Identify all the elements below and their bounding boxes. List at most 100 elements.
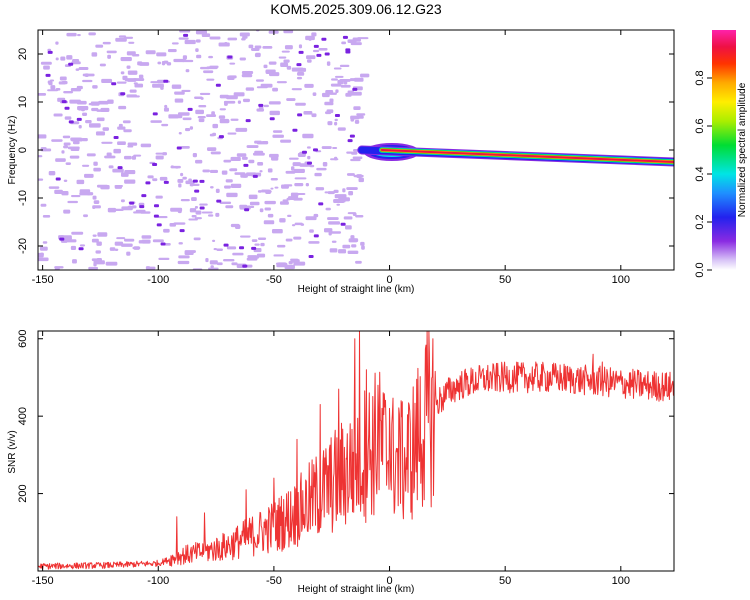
noise-speck: [285, 238, 293, 242]
noise-speck: [141, 235, 152, 239]
noise-speck: [61, 150, 65, 154]
noise-speck: [289, 157, 299, 160]
noise-speck: [51, 139, 63, 142]
noise-speck: [242, 175, 248, 178]
noise-speck: [346, 187, 358, 190]
noise-speck: [351, 244, 357, 248]
noise-speck: [120, 199, 125, 203]
noise-speck: [206, 78, 215, 81]
noise-speck-strong: [244, 208, 250, 212]
noise-speck-strong: [345, 50, 351, 54]
noise-speck: [82, 73, 95, 77]
noise-speck: [197, 116, 206, 119]
noise-speck: [239, 235, 251, 238]
noise-speck: [224, 185, 231, 189]
noise-speck: [55, 87, 61, 91]
noise-speck: [208, 55, 214, 59]
colorbar: 0.0 0.2 0.4 0.6 0.8 Normalized spectral ampl…: [694, 30, 748, 278]
noise-speck: [239, 32, 250, 37]
noise-speck: [170, 165, 174, 169]
spectrogram-xtick-label: -150: [32, 274, 54, 286]
noise-speck: [38, 257, 49, 262]
noise-speck: [72, 141, 80, 145]
noise-speck: [199, 92, 211, 95]
noise-speck: [67, 200, 78, 204]
noise-speck: [241, 74, 253, 78]
noise-speck-strong: [183, 33, 189, 37]
noise-speck: [361, 245, 365, 250]
noise-speck: [92, 234, 97, 237]
noise-speck: [255, 52, 261, 57]
noise-speck: [92, 85, 98, 89]
noise-speck: [352, 156, 363, 160]
noise-speck: [101, 141, 113, 144]
noise-speck: [123, 36, 134, 39]
noise-speck: [141, 239, 151, 244]
noise-speck: [102, 127, 109, 131]
noise-speck: [47, 89, 59, 92]
noise-speck: [323, 228, 333, 233]
noise-speck: [175, 166, 179, 169]
noise-speck: [309, 229, 314, 233]
noise-speck: [60, 56, 66, 61]
noise-speck: [227, 75, 235, 81]
noise-speck-strong: [216, 199, 222, 203]
noise-speck: [196, 54, 202, 59]
noise-speck: [349, 78, 357, 82]
noise-speck: [308, 38, 312, 41]
noise-speck: [138, 74, 144, 79]
noise-speck: [342, 188, 346, 193]
noise-speck: [212, 239, 216, 242]
noise-speck: [311, 113, 317, 118]
noise-speck: [332, 147, 338, 150]
noise-speck: [248, 44, 254, 49]
noise-speck: [38, 252, 44, 258]
noise-speck: [69, 155, 80, 159]
noise-speck: [343, 216, 353, 220]
noise-speck: [338, 197, 350, 202]
noise-speck: [86, 153, 96, 157]
noise-speck: [242, 35, 248, 39]
noise-speck: [93, 161, 98, 166]
noise-speck: [264, 200, 276, 205]
noise-speck: [210, 265, 214, 269]
noise-speck-strong: [139, 205, 145, 209]
noise-speck: [350, 158, 361, 162]
noise-speck: [303, 110, 313, 115]
spectrogram-ytick-label: 0: [17, 147, 29, 153]
noise-speck: [54, 266, 64, 269]
noise-speck: [259, 208, 264, 213]
noise-speck: [329, 231, 342, 234]
noise-speck: [296, 193, 306, 196]
noise-speck: [95, 250, 101, 254]
noise-speck: [66, 239, 77, 243]
noise-speck: [126, 94, 138, 98]
noise-speck: [241, 38, 246, 41]
noise-speck: [120, 172, 129, 177]
noise-speck: [43, 65, 50, 70]
noise-speck: [267, 213, 274, 218]
noise-speck: [140, 143, 152, 148]
noise-speck: [105, 261, 118, 266]
noise-speck: [330, 83, 342, 87]
noise-speck: [281, 50, 290, 53]
noise-speck: [93, 167, 101, 172]
noise-speck: [107, 99, 114, 104]
noise-speck: [78, 107, 82, 111]
noise-speck: [159, 176, 168, 181]
noise-speck: [263, 220, 275, 225]
noise-speck: [225, 179, 233, 183]
noise-speck: [178, 255, 190, 259]
noise-speck: [90, 101, 100, 106]
noise-speck: [235, 224, 241, 229]
colorbar-ticks: 0.0 0.2 0.4 0.6 0.8: [694, 70, 712, 278]
noise-speck: [329, 248, 338, 253]
noise-speck-strong: [45, 73, 51, 77]
noise-speck-strong: [179, 229, 185, 233]
spectrogram-ytick-label: 10: [17, 96, 29, 108]
noise-speck: [150, 81, 163, 84]
noise-speck: [79, 189, 91, 194]
noise-speck: [254, 45, 262, 49]
noise-speck: [218, 115, 226, 119]
